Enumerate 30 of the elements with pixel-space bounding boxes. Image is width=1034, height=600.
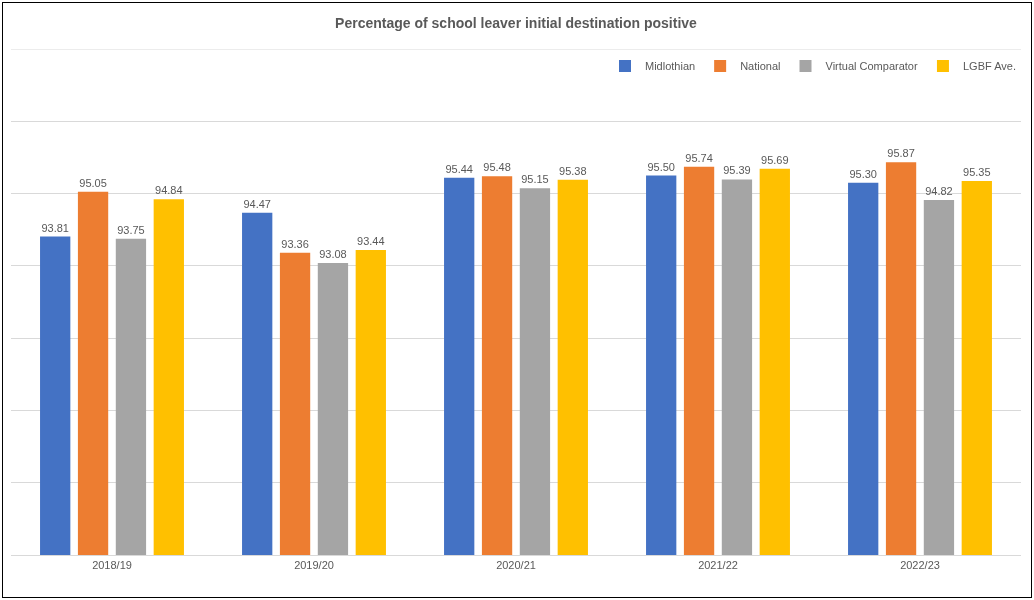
data-label: 95.87 [887, 147, 915, 160]
legend-label: Virtual Comparator [825, 60, 918, 73]
data-label: 93.75 [117, 223, 145, 236]
x-tick-label: 2018/19 [92, 559, 132, 572]
data-label: 95.30 [849, 167, 877, 180]
x-tick-label: 2020/21 [496, 559, 536, 572]
data-label: 95.69 [761, 153, 789, 166]
chart-title: Percentage of school leaver initial destination positive [335, 14, 698, 31]
x-tick-label: 2022/23 [900, 559, 940, 572]
x-tick-label: 2019/20 [294, 559, 334, 572]
data-label: 95.05 [79, 176, 107, 189]
legend-label: Midlothian [645, 60, 696, 73]
data-label: 95.38 [559, 164, 587, 177]
data-label: 95.15 [521, 173, 549, 186]
data-label: 93.36 [281, 237, 309, 250]
data-label: 95.35 [963, 165, 991, 178]
data-label: 94.47 [243, 197, 271, 210]
data-label: 95.39 [723, 164, 751, 177]
data-label: 93.44 [357, 234, 385, 247]
data-label: 95.48 [483, 161, 511, 174]
x-tick-label: 2021/22 [698, 559, 738, 572]
data-label: 95.50 [647, 160, 675, 173]
data-label: 94.82 [925, 185, 953, 198]
data-label: 93.81 [41, 221, 69, 234]
data-label: 93.08 [319, 247, 347, 260]
data-label: 95.44 [445, 162, 473, 175]
legend-label: LGBF Ave. [962, 60, 1016, 73]
data-label: 94.84 [155, 184, 183, 197]
data-label: 95.74 [685, 151, 713, 164]
legend-label: National [740, 60, 781, 73]
